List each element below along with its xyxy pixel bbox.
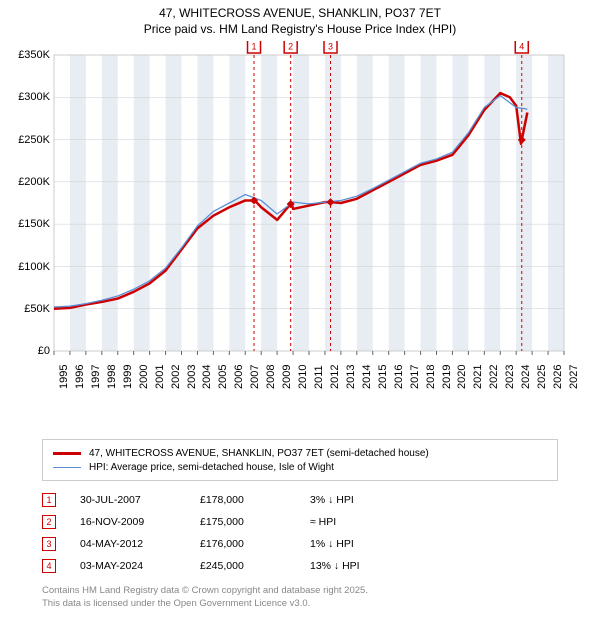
xtick-label: 1995: [58, 365, 70, 389]
xtick-label: 2014: [361, 365, 373, 389]
transaction-price: £245,000: [200, 560, 310, 572]
legend-row: HPI: Average price, semi-detached house,…: [53, 460, 547, 474]
xtick-label: 2026: [552, 365, 564, 389]
title-line2: Price paid vs. HM Land Registry's House …: [144, 22, 456, 36]
legend-row: 47, WHITECROSS AVENUE, SHANKLIN, PO37 7E…: [53, 446, 547, 460]
transaction-marker: 3: [42, 537, 56, 551]
legend-label: HPI: Average price, semi-detached house,…: [89, 462, 334, 473]
xtick-label: 2008: [265, 365, 277, 389]
ytick-label: £250K: [18, 134, 50, 146]
xtick-label: 2017: [409, 365, 421, 389]
transaction-row: 4 03-MAY-2024£245,00013% ↓ HPI: [42, 555, 558, 577]
transaction-row: 3 04-MAY-2012£176,0001% ↓ HPI: [42, 533, 558, 555]
ytick-label: £200K: [18, 176, 50, 188]
ytick-label: £50K: [24, 303, 50, 315]
transaction-date: 30-JUL-2007: [80, 494, 200, 506]
footer-line1: Contains HM Land Registry data © Crown c…: [42, 585, 368, 596]
xtick-label: 2009: [281, 365, 293, 389]
transaction-price: £175,000: [200, 516, 310, 528]
transaction-row: 2 16-NOV-2009£175,000≈ HPI: [42, 511, 558, 533]
transactions-table: 1 30-JUL-2007£178,0003% ↓ HPI 2 16-NOV-2009…: [42, 489, 558, 577]
chart-title: 47, WHITECROSS AVENUE, SHANKLIN, PO37 7E…: [0, 0, 600, 37]
ytick-label: £350K: [18, 49, 50, 61]
xtick-label: 2001: [154, 365, 166, 389]
svg-text:1: 1: [252, 42, 257, 52]
xtick-label: 2010: [297, 365, 309, 389]
transaction-price: £176,000: [200, 538, 310, 550]
footer: Contains HM Land Registry data © Crown c…: [42, 585, 558, 610]
transaction-date: 03-MAY-2024: [80, 560, 200, 572]
xtick-label: 2027: [568, 365, 580, 389]
transaction-marker: 4: [42, 559, 56, 573]
transaction-date: 04-MAY-2012: [80, 538, 200, 550]
xtick-label: 2012: [329, 365, 341, 389]
transaction-diff: 3% ↓ HPI: [310, 494, 410, 506]
legend-swatch: [53, 467, 81, 468]
legend-label: 47, WHITECROSS AVENUE, SHANKLIN, PO37 7E…: [89, 448, 429, 459]
xtick-label: 1998: [106, 365, 118, 389]
xtick-label: 2025: [536, 365, 548, 389]
xtick-label: 2022: [488, 365, 500, 389]
xtick-label: 2002: [170, 365, 182, 389]
transaction-marker: 1: [42, 493, 56, 507]
chart-area: 1 2 3 4 £0 £50K £100K £150K £200K £250K £300K £350…: [10, 41, 590, 431]
xtick-label: 2005: [217, 365, 229, 389]
svg-text:3: 3: [328, 42, 333, 52]
xtick-label: 2023: [504, 365, 516, 389]
xtick-label: 1996: [74, 365, 86, 389]
ytick-label: £300K: [18, 91, 50, 103]
svg-text:4: 4: [519, 42, 524, 52]
transaction-marker: 2: [42, 515, 56, 529]
xtick-label: 2020: [456, 365, 468, 389]
transaction-date: 16-NOV-2009: [80, 516, 200, 528]
transaction-diff: 1% ↓ HPI: [310, 538, 410, 550]
xtick-label: 2004: [201, 365, 213, 389]
title-line1: 47, WHITECROSS AVENUE, SHANKLIN, PO37 7E…: [159, 6, 441, 20]
xtick-label: 1997: [90, 365, 102, 389]
xtick-label: 2013: [345, 365, 357, 389]
xtick-label: 2000: [138, 365, 150, 389]
xtick-label: 2011: [313, 366, 325, 390]
svg-text:2: 2: [288, 42, 293, 52]
xtick-label: 2006: [233, 365, 245, 389]
legend: 47, WHITECROSS AVENUE, SHANKLIN, PO37 7E…: [42, 439, 558, 481]
ytick-label: £0: [38, 345, 50, 357]
xtick-label: 2015: [377, 365, 389, 389]
xtick-label: 2018: [425, 365, 437, 389]
plot-svg: 1 2 3 4: [10, 41, 590, 401]
transaction-row: 1 30-JUL-2007£178,0003% ↓ HPI: [42, 489, 558, 511]
transaction-diff: ≈ HPI: [310, 516, 410, 528]
xtick-label: 2021: [472, 365, 484, 389]
footer-line2: This data is licensed under the Open Gov…: [42, 598, 310, 609]
transaction-diff: 13% ↓ HPI: [310, 560, 410, 572]
xtick-label: 2024: [520, 365, 532, 389]
ytick-label: £150K: [18, 218, 50, 230]
xtick-label: 2019: [441, 365, 453, 389]
xtick-label: 2016: [393, 365, 405, 389]
xtick-label: 2003: [186, 365, 198, 389]
legend-swatch: [53, 452, 81, 455]
transaction-price: £178,000: [200, 494, 310, 506]
ytick-label: £100K: [18, 261, 50, 273]
xtick-label: 2007: [249, 365, 261, 389]
xtick-label: 1999: [122, 365, 134, 389]
